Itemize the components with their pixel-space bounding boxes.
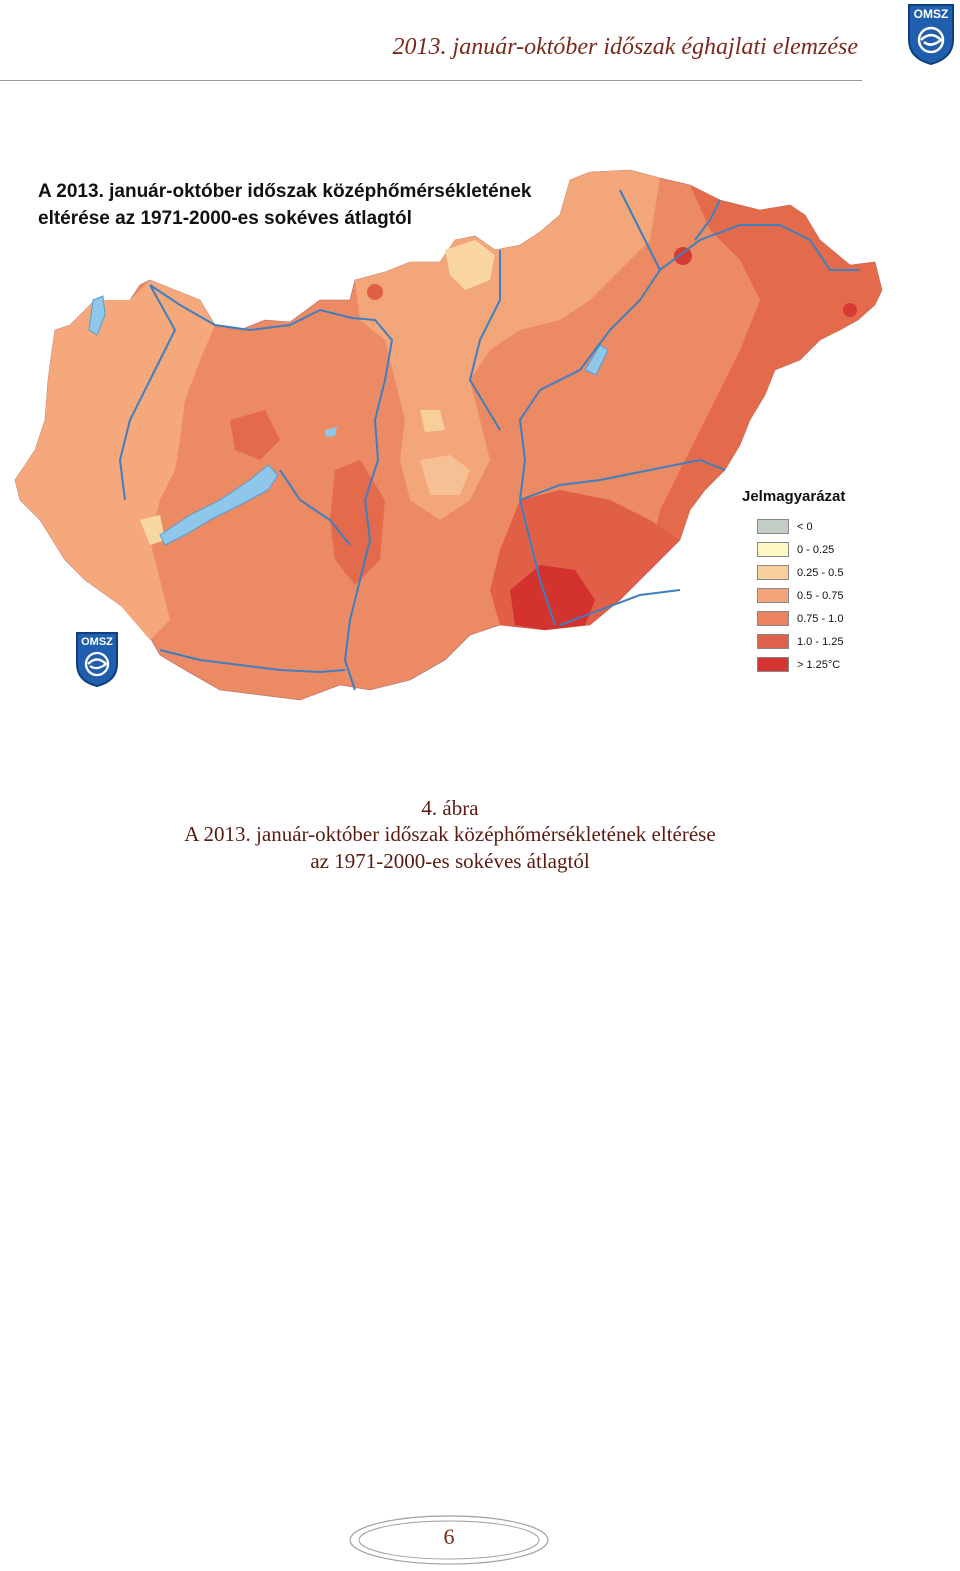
- legend-item: < 0: [757, 515, 892, 538]
- page-number: 6: [443, 1524, 455, 1549]
- river-raba: [118, 284, 177, 501]
- rivers: [118, 189, 860, 691]
- lake-balaton: [159, 464, 279, 546]
- legend-item: 0.5 - 0.75: [757, 584, 892, 607]
- legend-swatch: [757, 519, 789, 534]
- legend-item: 0.75 - 1.0: [757, 607, 892, 630]
- figure-caption-line2: az 1971-2000-es sokéves átlagtól: [310, 849, 590, 873]
- zone-hot-south: [510, 565, 595, 630]
- legend-swatch: [757, 588, 789, 603]
- river-drava: [159, 649, 346, 674]
- document-header-title: 2013. január-október időszak éghajlati e…: [392, 34, 858, 60]
- lake-tisza: [584, 344, 609, 376]
- legend-label: < 0: [797, 520, 813, 533]
- zone-light-3: [420, 455, 470, 495]
- river-maros: [559, 589, 681, 626]
- zone-west: [15, 280, 215, 640]
- river-sio: [279, 469, 351, 546]
- river-danube: [149, 284, 394, 691]
- legend-label: 1.0 - 1.25: [797, 635, 844, 648]
- legend-label: 0.25 - 0.5: [797, 566, 844, 579]
- map-title-line2: eltérése az 1971-2000-es sokéves átlagtó…: [38, 208, 412, 229]
- temperature-anomaly-map: [14, 169, 883, 701]
- legend-item: 0 - 0.25: [757, 538, 892, 561]
- header-divider: [0, 80, 862, 81]
- legend-swatch: [757, 611, 789, 626]
- legend-item: 1.0 - 1.25: [757, 630, 892, 653]
- map-legend: Jelmagyarázat < 0 0 - 0.25 0.25 - 0.5 0.5 -…: [742, 488, 892, 676]
- legend-label: 0 - 0.25: [797, 543, 835, 556]
- legend-item: > 1.25°C: [757, 653, 892, 676]
- zone-warm-danube: [330, 460, 385, 585]
- lake-velence: [325, 427, 337, 437]
- legend-swatch: [757, 634, 789, 649]
- map-title-line1: A 2013. január-október időszak középhőmé…: [38, 181, 532, 202]
- figure-number: 4. ábra: [421, 796, 479, 820]
- omsz-logo-icon: OMSZ: [908, 4, 954, 66]
- legend-title: Jelmagyarázat: [742, 488, 846, 505]
- zone-north: [355, 170, 660, 520]
- river-koros: [519, 458, 726, 501]
- zone-hot-east: [843, 303, 857, 317]
- river-sajo: [619, 189, 661, 271]
- zone-light-4: [140, 515, 165, 545]
- figure-caption-line1: A 2013. január-október időszak középhőmé…: [184, 822, 716, 846]
- omsz-map-logo-text: OMSZ: [81, 636, 113, 648]
- river-tisza: [518, 224, 860, 626]
- legend-swatch: [757, 565, 789, 580]
- zone-light-2: [420, 410, 445, 432]
- legend-item: 0.25 - 0.5: [757, 561, 892, 584]
- legend-rows: < 0 0 - 0.25 0.25 - 0.5 0.5 - 0.75 0.75 - 1.…: [742, 515, 892, 676]
- map-title: A 2013. január-október időszak középhőmé…: [38, 178, 578, 232]
- legend-label: 0.5 - 0.75: [797, 589, 844, 602]
- legend-label: 0.75 - 1.0: [797, 612, 844, 625]
- legend-swatch: [757, 657, 789, 672]
- zone-hot-miskolc: [674, 247, 692, 265]
- zone-light-1: [445, 240, 495, 290]
- legend-label: > 1.25°C: [797, 658, 841, 671]
- zone-warm-west: [230, 410, 280, 460]
- lake-ferto: [88, 295, 106, 336]
- river-zagyva: [468, 250, 501, 431]
- zone-hot-north: [367, 284, 383, 300]
- omsz-logo-text: OMSZ: [914, 7, 949, 21]
- river-hernad: [694, 199, 721, 241]
- page-number-ornament: [349, 1515, 549, 1565]
- omsz-map-logo-icon: OMSZ: [76, 632, 118, 688]
- zone-east: [650, 185, 882, 560]
- legend-swatch: [757, 542, 789, 557]
